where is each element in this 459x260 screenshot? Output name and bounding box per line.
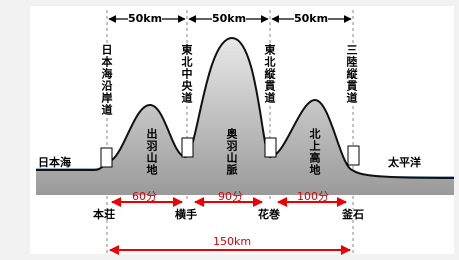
road-label: 東北縦貫道 [264, 44, 275, 104]
time-label: 100分 [297, 191, 329, 202]
city-label: 花巻 [258, 209, 280, 220]
diagram: 50km 50km 50km 日本海沿岸道 東北中央道 東北縦貫道 三陸縦貫道 … [0, 0, 459, 260]
road-label: 東北中央道 [181, 44, 192, 104]
time-label: 90分 [218, 191, 243, 202]
time-label: 60分 [132, 191, 157, 202]
mountain-label: 北上高地 [309, 128, 320, 176]
total-label: 150km [213, 236, 251, 247]
sea-label: 日本海 [38, 157, 71, 168]
distance-label: 50km [128, 13, 162, 24]
mountain-label: 奥羽山脈 [226, 128, 237, 176]
sea-label: 太平洋 [388, 157, 421, 168]
city-label: 本荘 [93, 209, 115, 220]
road-label: 三陸縦貫道 [346, 44, 357, 104]
road-label: 日本海沿岸道 [101, 44, 112, 116]
mountain-label: 出羽山地 [146, 128, 157, 176]
distance-label: 50km [294, 13, 328, 24]
distance-label: 50km [212, 13, 246, 24]
city-label: 横手 [175, 209, 197, 220]
city-label: 釜石 [342, 209, 364, 220]
